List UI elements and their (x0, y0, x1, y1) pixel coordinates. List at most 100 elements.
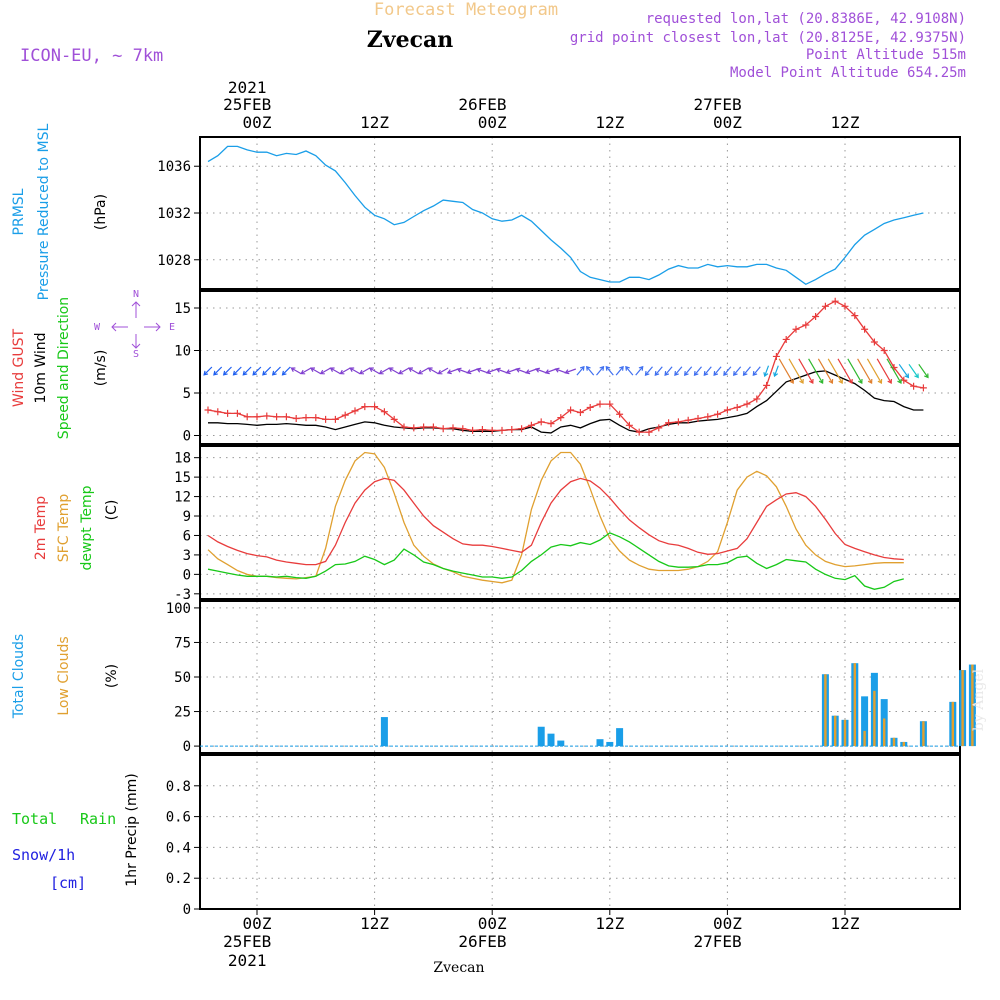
total-cloud-bar (596, 739, 604, 747)
total-cloud-bar (616, 728, 624, 747)
dewpoint-line (207, 532, 904, 590)
wind-direction-arrow (596, 365, 605, 376)
gust-marker (792, 325, 800, 333)
gust-marker (576, 409, 584, 417)
ytick-label-temperature: 0 (183, 567, 191, 583)
wind-direction-arrow (476, 367, 488, 374)
ytick-label-temperature: 18 (174, 451, 191, 467)
top-hour-label: 00Z (478, 113, 507, 132)
wind-direction-arrow (654, 366, 663, 376)
wind-label-10m: 10m Wind (33, 332, 49, 403)
wind-direction-arrow (713, 366, 722, 376)
compass-west: W (94, 322, 101, 333)
gust-marker (429, 423, 437, 431)
ytick-label-temperature: 3 (183, 548, 191, 564)
wind-direction-arrow (635, 365, 644, 376)
location-title: Zvecan (367, 27, 454, 53)
gust-marker (880, 347, 888, 354)
total-cloud-bar (537, 726, 545, 747)
footer-location: Zvecan (433, 960, 484, 976)
gust-marker (635, 428, 643, 436)
gust-marker (498, 426, 506, 434)
temp-labels: 2m Temp SFC Temp dewpt Temp (C) (33, 485, 120, 570)
gust-marker (802, 321, 810, 329)
wind-direction-arrow (222, 366, 232, 376)
top-year-label: 2021 (228, 78, 267, 97)
wind-direction-arrow (329, 367, 341, 375)
temp-label-2m: 2m Temp (33, 496, 49, 560)
gust-marker (282, 413, 290, 421)
wind-direction-arrow (525, 368, 537, 375)
cloud-labels: Total Clouds Low Clouds (%) (11, 634, 120, 719)
wind-direction-arrow (495, 367, 508, 374)
low-cloud-bar (834, 715, 837, 747)
gust-marker (684, 416, 692, 424)
low-cloud-bar (951, 701, 954, 747)
compass-east: E (169, 322, 175, 333)
gust-marker (645, 428, 653, 436)
precip-labels: Total Rain Snow/1h [cm] 1hr Precip (mm) (12, 773, 140, 892)
gust-marker (439, 425, 447, 433)
bottom-date-label: 26FEB (458, 932, 506, 951)
ytick-label-wind: 5 (183, 386, 191, 402)
wind-direction-arrow (437, 367, 449, 375)
wind-direction-arrow (319, 367, 331, 375)
top-date-label: 26FEB (458, 95, 506, 114)
gust-marker (596, 400, 604, 408)
low-cloud-bar (922, 721, 925, 747)
wind-labels: Wind GUST 10m Wind Speed and Direction (… (11, 297, 109, 439)
pressure-line (207, 145, 924, 286)
wind-direction-arrow (564, 368, 577, 375)
wind-direction-arrow (485, 368, 498, 375)
panel-precip: 0 0.2 0.4 0.6 0.8 (166, 754, 961, 918)
gust-marker (851, 312, 859, 320)
ytick-label-precip: 0 (183, 902, 191, 918)
ytick-label-pressure: 1036 (157, 159, 191, 175)
ytick-label-clouds: 50 (174, 670, 191, 686)
ytick-label-temperature: -3 (174, 587, 191, 603)
ytick-label-temperature: 15 (174, 470, 191, 486)
gust-marker (674, 418, 682, 426)
gust-marker (273, 413, 281, 421)
wind-direction-arrow (866, 358, 883, 384)
wind-direction-arrow (378, 367, 390, 375)
gust-marker (380, 408, 388, 416)
gust-marker (861, 325, 869, 333)
wind-direction-arrow (625, 365, 634, 376)
wind-direction-arrow (837, 358, 853, 384)
wind-direction-arrow (446, 368, 459, 375)
gust-marker (341, 411, 349, 419)
pressure-label-prmsl: PRMSL (11, 188, 27, 235)
chart-title: Forecast Meteogram (374, 0, 558, 20)
panel-frame (199, 136, 961, 290)
precip-label-cm: [cm] (50, 874, 86, 892)
ytick-label-temperature: 9 (183, 509, 191, 525)
wind-direction-arrow (605, 365, 614, 376)
wind-direction-arrow (773, 365, 779, 378)
model-point-altitude: Model Point Altitude 654.25m (730, 65, 966, 81)
gust-marker (831, 297, 839, 305)
wind-direction-arrow (203, 366, 213, 376)
bottom-hour-label: 00Z (713, 914, 742, 933)
gust-marker (312, 414, 320, 422)
total-cloud-bar (606, 741, 614, 747)
gust-marker (743, 400, 751, 408)
wind-direction-arrow (857, 358, 873, 384)
low-cloud-bar (853, 663, 856, 747)
ytick-label-clouds: 0 (183, 739, 191, 755)
panel-wind: 0 5 10 15 (174, 290, 961, 445)
cloud-label-low: Low Clouds (56, 636, 72, 715)
gust-marker (772, 352, 780, 360)
gust-marker (704, 413, 712, 421)
wind-direction-arrow (644, 366, 653, 376)
low-cloud-bar (902, 741, 905, 747)
wind-direction-arrow (262, 366, 272, 376)
wind-direction-arrow (417, 367, 429, 375)
top-hour-label: 00Z (713, 113, 742, 132)
wind-direction-arrow (349, 367, 361, 375)
requested-coords: requested lon,lat (20.8386E, 42.9108N) (646, 11, 966, 27)
low-cloud-bar (892, 737, 896, 747)
gust-marker (243, 413, 251, 421)
wind-speed-line (208, 370, 924, 434)
